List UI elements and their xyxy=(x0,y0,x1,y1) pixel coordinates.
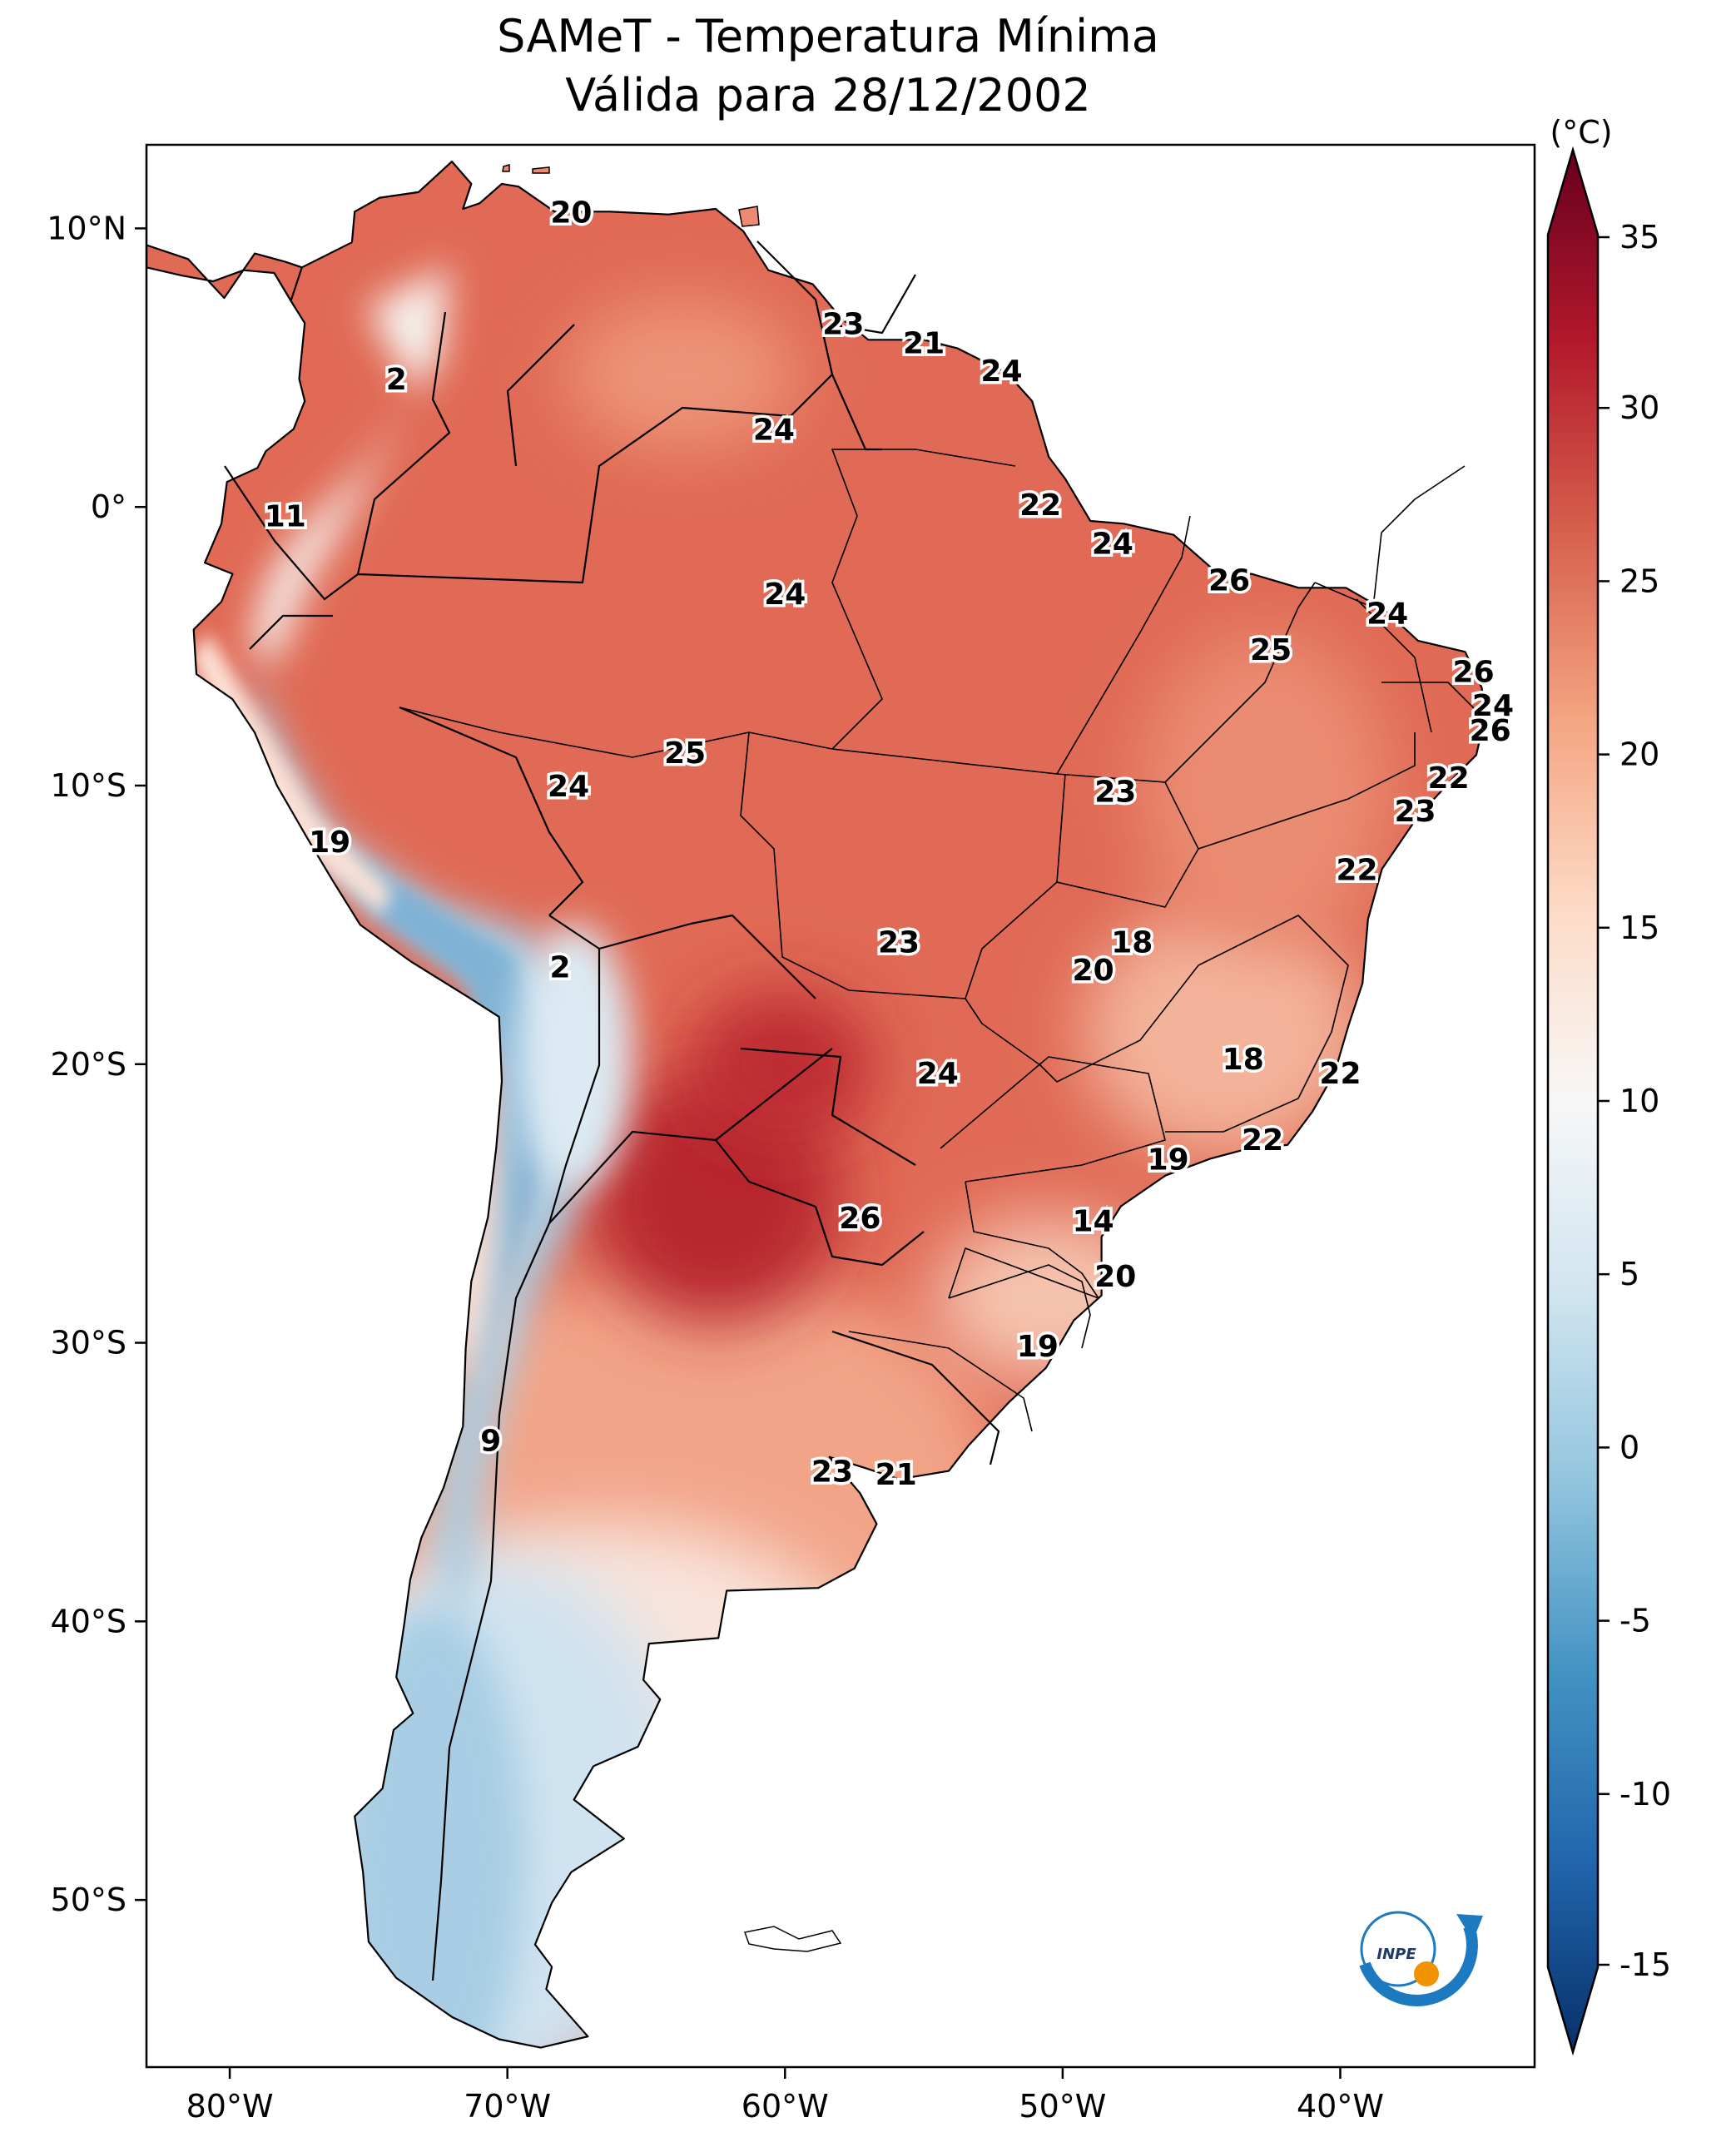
temperature-label: 23 xyxy=(1094,776,1136,810)
temperature-label: 26 xyxy=(1208,563,1250,598)
x-tick-label: 80°W xyxy=(186,2088,274,2125)
temperature-label: 9 xyxy=(480,1425,501,1459)
map-frame xyxy=(145,143,1536,2069)
field-altiplano xyxy=(516,924,632,1190)
temperature-label: 19 xyxy=(1148,1143,1189,1178)
y-tick-label: 40°S xyxy=(51,1603,126,1639)
temperature-label: 23 xyxy=(822,307,864,341)
temperature-label: 24 xyxy=(1366,597,1408,631)
temperature-label: 2 xyxy=(550,951,571,985)
temperature-label: 20 xyxy=(1073,954,1114,988)
temperature-label: 24 xyxy=(548,770,589,804)
temperature-label: 25 xyxy=(664,736,706,771)
temperature-label: 24 xyxy=(1472,689,1514,723)
temperature-label: 20 xyxy=(550,196,592,230)
colorbar-unit: (°C) xyxy=(1550,114,1612,151)
x-tick-label: 70°W xyxy=(464,2088,551,2125)
colorbar-tick-label: 5 xyxy=(1619,1256,1639,1292)
temperature-label: 25 xyxy=(1250,633,1292,667)
x-tick-label: 50°W xyxy=(1019,2088,1106,2125)
field-paraguay-hot xyxy=(691,990,874,1140)
y-tick-label: 10°N xyxy=(47,210,126,246)
temperature-label: 2 xyxy=(386,363,407,397)
colorbar-tick-label: 10 xyxy=(1619,1083,1659,1119)
y-tick-label: 30°S xyxy=(51,1325,126,1361)
y-axis: 10°N 0° 10°S 20°S 30°S 40°S 50°S xyxy=(47,210,146,1918)
island-falklands xyxy=(744,1926,842,1952)
colorbar-tick-label: -15 xyxy=(1619,1946,1671,1983)
temperature-label: 14 xyxy=(1073,1204,1114,1238)
colorbar-body xyxy=(1546,146,1600,2056)
colorbar-tick-label: 25 xyxy=(1619,563,1659,599)
y-tick-label: 50°S xyxy=(51,1882,126,1918)
temperature-label: 23 xyxy=(811,1455,853,1490)
temperature-label: 18 xyxy=(1111,925,1153,959)
state-borders xyxy=(399,449,1482,1432)
temperature-label: 24 xyxy=(764,578,806,612)
island-trinidad xyxy=(738,206,760,227)
temperature-label: 22 xyxy=(1242,1123,1283,1158)
field-andes-center xyxy=(250,666,591,1623)
colorbar-tick-label: 30 xyxy=(1619,389,1659,426)
temperature-label: 18 xyxy=(1223,1043,1264,1077)
temperature-label: 24 xyxy=(1092,528,1133,562)
temperature-label: 22 xyxy=(1319,1057,1361,1091)
country-borders xyxy=(224,240,1000,1981)
field-peru-coast xyxy=(191,632,391,915)
x-tick-label: 40°W xyxy=(1297,2088,1384,2125)
colorbar: (°C) 35 30 25 20 15 10 5 0 -5 -10 -15 xyxy=(1546,114,1671,2056)
island-caribbean-b xyxy=(532,166,550,174)
colorbar-tick-label: -10 xyxy=(1619,1776,1671,1812)
temperature-label: 26 xyxy=(1470,714,1511,748)
temperature-label: 22 xyxy=(1428,761,1470,796)
temperature-label: 24 xyxy=(753,413,795,447)
logo-swoosh xyxy=(1359,1924,1478,2006)
temperature-label: 23 xyxy=(878,925,920,959)
island-caribbean-a xyxy=(502,164,510,172)
colorbar-ticks: 35 30 25 20 15 10 5 0 -5 -10 -15 xyxy=(1598,219,1671,1983)
map-title-line1: SAMeT - Temperatura Mínima xyxy=(497,10,1159,62)
temperature-label: 26 xyxy=(1453,656,1495,690)
temperature-label: 19 xyxy=(1017,1330,1059,1364)
temperature-label: 20 xyxy=(1094,1260,1136,1294)
coastline xyxy=(145,161,1486,2049)
logo-arrow-icon xyxy=(1456,1914,1483,1941)
x-tick-label: 60°W xyxy=(742,2088,829,2125)
temperature-label: 22 xyxy=(1336,853,1377,887)
colorbar-tick-label: 35 xyxy=(1619,219,1659,255)
borders xyxy=(145,161,1486,2049)
y-tick-label: 20°S xyxy=(51,1046,126,1083)
temperature-label: 21 xyxy=(875,1458,917,1492)
temperature-label: 23 xyxy=(1394,795,1436,829)
colorbar-tick-label: -5 xyxy=(1619,1603,1651,1639)
field-minas xyxy=(1082,907,1365,1157)
map-title-line2: Válida para 28/12/2002 xyxy=(565,69,1090,121)
field-andes-north xyxy=(250,266,449,666)
temperature-label: 24 xyxy=(980,355,1022,389)
colorbar-tick-label: 0 xyxy=(1619,1429,1639,1465)
temperature-label: 24 xyxy=(917,1057,959,1091)
inpe-logo: INPE xyxy=(1359,1911,1483,2006)
logo-text: INPE xyxy=(1376,1946,1416,1963)
colorbar-tick-label: 20 xyxy=(1619,736,1659,773)
y-tick-label: 0° xyxy=(91,488,126,525)
logo-dot xyxy=(1414,1961,1439,1986)
temperature-label: 26 xyxy=(839,1202,880,1236)
logo-ring xyxy=(1360,1911,1436,1987)
temperature-label: 22 xyxy=(1019,488,1061,523)
y-tick-label: 10°S xyxy=(51,767,126,804)
islands xyxy=(502,164,842,1952)
temperature-label: 19 xyxy=(309,826,350,860)
colorbar-tick-label: 15 xyxy=(1619,910,1659,946)
x-axis: 80°W 70°W 60°W 50°W 40°W xyxy=(186,2067,1384,2125)
field-ne-interior xyxy=(1140,632,1390,949)
temperature-label: 11 xyxy=(265,499,306,533)
temperature-label: 21 xyxy=(903,327,945,361)
